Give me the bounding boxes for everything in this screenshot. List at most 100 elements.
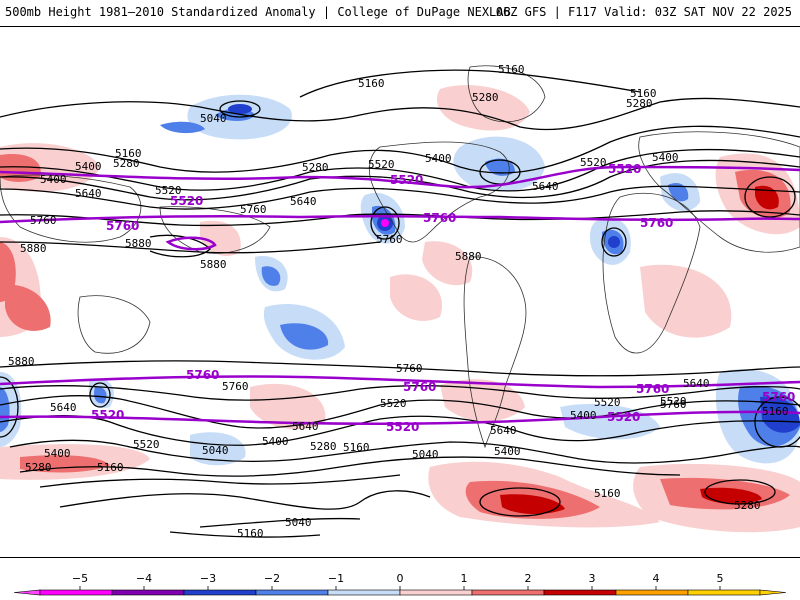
- contour-label: 5760: [376, 233, 403, 246]
- contour-label: 5640: [50, 401, 77, 414]
- contour-label: 5760: [762, 390, 795, 404]
- contour-label: 5520: [368, 158, 395, 171]
- colorbar-tick-label: 1: [461, 572, 468, 585]
- contour-label: 5520: [580, 156, 607, 169]
- colorbar-ticks: −5 −4 −3 −2 −1 0 1 2 3 4 5: [72, 572, 724, 590]
- chart-title: 500mb Height 1981–2010 Standardized Anom…: [5, 5, 511, 19]
- reference-contours: [0, 165, 800, 425]
- contour-label: 5520: [660, 395, 687, 408]
- contour-label: 5640: [290, 195, 317, 208]
- colorbar-tick-label: −4: [136, 572, 152, 585]
- contour-label: 5880: [8, 355, 35, 368]
- contour-label: 5640: [532, 180, 559, 193]
- contour-label: 5160: [237, 527, 264, 540]
- contour-label: 5400: [652, 151, 679, 164]
- contour-label: 5880: [125, 237, 152, 250]
- contour-label: 5400: [262, 435, 289, 448]
- contour-label: 5640: [490, 424, 517, 437]
- contour-label: 5520: [380, 397, 407, 410]
- colorbar-tick-label: 2: [525, 572, 532, 585]
- map-panel: 5160 5160 5280 5160 5280 5040 5160 5280 …: [0, 26, 800, 558]
- colorbar-segment: [399, 589, 473, 596]
- contour-label: 5520: [91, 408, 124, 422]
- black-contour-labels: 5160 5160 5280 5160 5280 5040 5160 5280 …: [8, 63, 789, 540]
- colorbar: −5 −4 −3 −2 −1 0 1 2 3 4 5: [13, 572, 787, 596]
- contour-label: 5280: [302, 161, 329, 174]
- contour-label: 5400: [44, 447, 71, 460]
- colorbar-tick-label: 3: [589, 572, 596, 585]
- colorbar-segments: [13, 589, 787, 596]
- colorbar-segment: [183, 589, 257, 596]
- contour-label: 5160: [594, 487, 621, 500]
- contour-label: 5400: [75, 160, 102, 173]
- colorbar-tick-label: −2: [264, 572, 280, 585]
- contour-label: 5040: [285, 516, 312, 529]
- colorbar-segment: [687, 589, 761, 596]
- colorbar-tick-label: 4: [653, 572, 660, 585]
- contour-label: 5520: [386, 420, 419, 434]
- contour-label: 5280: [25, 461, 52, 474]
- contour-label: 5160: [358, 77, 385, 90]
- purple-contour-labels: 5520 5520 5520 5760 5760 5760 5760 5760 …: [91, 162, 795, 434]
- contour-label: 5760: [396, 362, 423, 375]
- colorbar-tick-label: −5: [72, 572, 88, 585]
- colorbar-tick-label: −1: [328, 572, 344, 585]
- contour-label: 5760: [30, 214, 57, 227]
- colorbar-tick-label: −3: [200, 572, 216, 585]
- colorbar-segment: [111, 589, 185, 596]
- contour-label: 5520: [607, 410, 640, 424]
- colorbar-segment: [615, 589, 689, 596]
- anomaly-map: 5160 5160 5280 5160 5280 5040 5160 5280 …: [0, 63, 800, 540]
- contour-label: 5520: [608, 162, 641, 176]
- contour-label: 5760: [636, 382, 669, 396]
- contour-label: 5520: [594, 396, 621, 409]
- contour-label: 5400: [570, 409, 597, 422]
- contour-label: 5040: [200, 112, 227, 125]
- contour-label: 5880: [455, 250, 482, 263]
- contour-label: 5160: [343, 441, 370, 454]
- contour-label: 5880: [20, 242, 47, 255]
- contour-label: 5760: [640, 216, 673, 230]
- contour-label: 5520: [155, 184, 182, 197]
- colorbar-segment: [255, 589, 329, 596]
- colorbar-segment: [471, 589, 545, 596]
- contour-label: 5280: [310, 440, 337, 453]
- contour-label: 5640: [683, 377, 710, 390]
- contour-label: 5040: [202, 444, 229, 457]
- contour-label: 5280: [626, 97, 653, 110]
- contour-label: 5040: [412, 448, 439, 461]
- colorbar-tick-label: 5: [717, 572, 724, 585]
- contour-label: 5280: [734, 499, 761, 512]
- colorbar-max-arrow: [759, 589, 787, 596]
- contour-label: 5760: [186, 368, 219, 382]
- contour-label: 5400: [494, 445, 521, 458]
- contour-label: 5640: [292, 420, 319, 433]
- colorbar-segment: [39, 589, 113, 596]
- contour-label: 5760: [403, 380, 436, 394]
- contour-label: 5760: [222, 380, 249, 393]
- contour-label: 5760: [423, 211, 456, 225]
- contour-label: 5160: [97, 461, 124, 474]
- contour-label: 5160: [762, 405, 789, 418]
- valid-time-label: 06Z GFS | F117 Valid: 03Z SAT NOV 22 202…: [495, 5, 792, 19]
- colorbar-tick-label: 0: [397, 572, 404, 585]
- contour-label: 5880: [200, 258, 227, 271]
- contour-label: 5160: [115, 147, 142, 160]
- contour-label: 5760: [106, 219, 139, 233]
- coastlines: [0, 65, 800, 449]
- contour-label: 5520: [133, 438, 160, 451]
- colorbar-segment: [327, 589, 401, 596]
- contour-label: 5160: [498, 63, 525, 76]
- contour-label: 5400: [40, 173, 67, 186]
- contour-label: 5520: [390, 173, 423, 187]
- height-contours: [0, 69, 800, 538]
- contour-label: 5280: [113, 157, 140, 170]
- colorbar-segment: [543, 589, 617, 596]
- contour-label: 5160: [630, 87, 657, 100]
- contour-label: 5760: [240, 203, 267, 216]
- contour-label: 5520: [170, 194, 203, 208]
- contour-label: 5400: [425, 152, 452, 165]
- contour-label: 5760: [660, 398, 687, 411]
- colorbar-min-arrow: [13, 589, 41, 596]
- contour-label: 5280: [472, 91, 499, 104]
